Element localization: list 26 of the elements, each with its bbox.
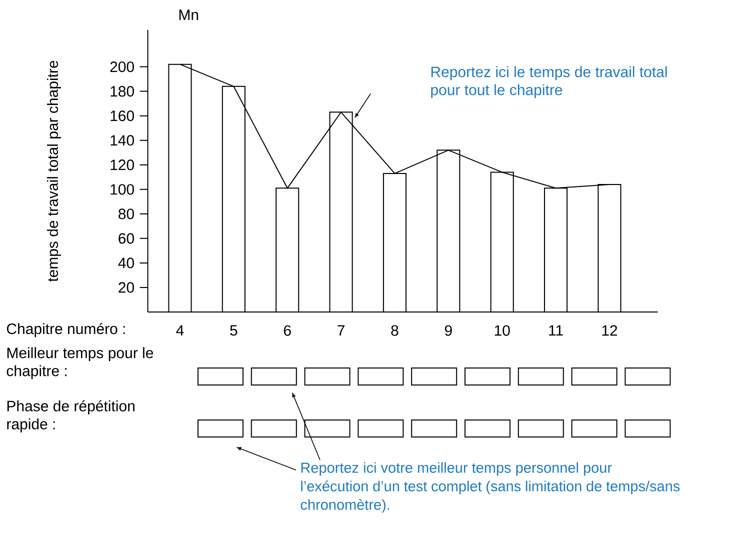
y-tick-label: 200 [110, 61, 134, 72]
x-tick-label: 4 [176, 325, 184, 336]
x-tick-label: 8 [391, 325, 398, 336]
x-tick-label: 11 [549, 325, 563, 336]
x-tick-label: 6 [284, 325, 291, 336]
x-tick-label: 12 [602, 325, 618, 336]
y-tick-label: 180 [110, 86, 134, 97]
text: Phase de répétition rapide : [7, 400, 134, 432]
x-tick-label: 10 [494, 325, 510, 336]
annotation: Reportez ici le temps de travail total pour tout le chapitre [431, 66, 667, 98]
x-tick-label: 9 [444, 325, 452, 336]
text: Mn [179, 10, 198, 20]
y-tick-label: 40 [118, 258, 134, 268]
x-axis-title: Chapitre numéro : [6, 322, 125, 338]
y-tick-label: 100 [110, 184, 134, 195]
x-tick-label: 5 [230, 325, 238, 336]
y-tick-label: 20 [118, 282, 134, 293]
y-tick-label: 160 [110, 110, 134, 122]
y-tick-label: 120 [110, 160, 134, 170]
y-tick-label: 80 [118, 208, 134, 220]
y-axis-title: temps de travail total par chapitre [47, 60, 61, 282]
text: Reportez ici votre meilleur temps personnel pour l’exécution d’un test complet (sans limitation de temps/sans chronomètre). [300, 462, 680, 513]
y-tick-label: 140 [110, 135, 134, 146]
x-tick-label: 7 [338, 325, 344, 336]
text: Meilleur temps pour le chapitre : [6, 347, 154, 380]
y-tick-label: 60 [118, 233, 134, 244]
